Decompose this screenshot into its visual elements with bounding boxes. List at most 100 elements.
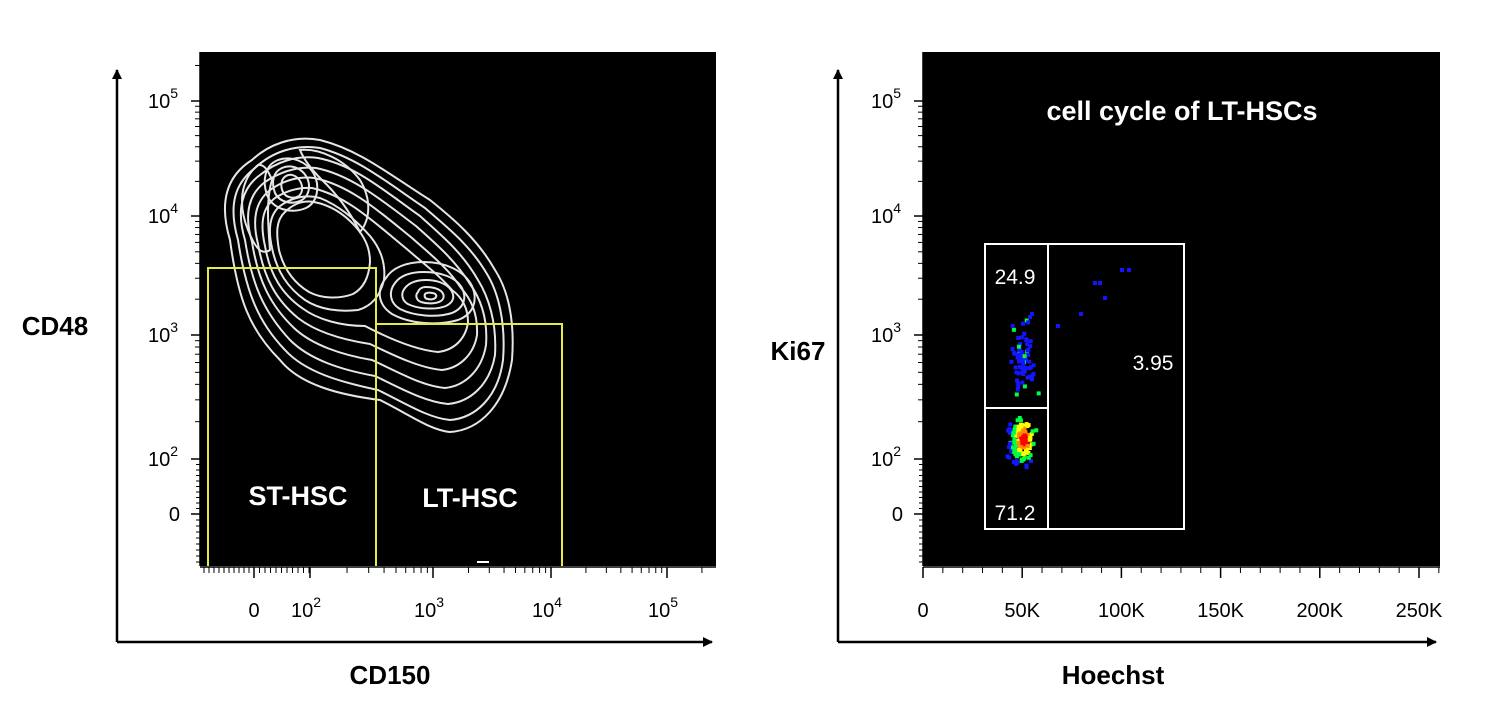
density-dot (1016, 381, 1021, 386)
density-dot (1017, 451, 1022, 456)
density-dot (1022, 384, 1027, 389)
density-dot (1079, 312, 1083, 316)
density-dot (1020, 370, 1025, 375)
contour-level-7 (268, 195, 386, 312)
contour-level-2 (232, 146, 505, 422)
gate-s-g2-m (1047, 243, 1185, 530)
density-dot (1017, 365, 1022, 369)
left-gates (207, 267, 563, 566)
density-dot (1016, 344, 1021, 349)
left-x-tick-label: 105 (648, 594, 678, 622)
gate-percent-g0: 71.2 (995, 502, 1036, 525)
density-dot (1120, 268, 1124, 272)
density-dot (1007, 427, 1012, 432)
density-dot (1007, 445, 1011, 449)
density-dot (1017, 347, 1022, 352)
density-dot (1012, 438, 1017, 443)
density-dot (1022, 331, 1027, 336)
density-dot (1019, 335, 1024, 340)
left-x-axis-title: CD150 (350, 660, 431, 690)
right-y-tick-label: 103 (871, 319, 901, 347)
right-density-points (1005, 268, 1131, 470)
density-dot (1027, 446, 1032, 450)
density-dot (1015, 355, 1020, 360)
gate-percent-s-g2-m: 3.95 (1133, 352, 1174, 375)
density-dot (1034, 428, 1039, 433)
density-dot (1023, 430, 1028, 435)
density-dot (1022, 369, 1027, 374)
density-dot (1011, 431, 1016, 436)
right-plot-title: cell cycle of LT-HSCs (1046, 96, 1317, 126)
right-y-tick-label: 104 (871, 200, 901, 228)
density-dot (1016, 427, 1021, 432)
contour-peak-1 (263, 157, 319, 212)
density-dot (1014, 370, 1019, 375)
density-dot (1014, 392, 1019, 397)
density-dot (1022, 455, 1027, 459)
density-dot (1017, 416, 1022, 420)
density-dot (1021, 361, 1026, 366)
left-y-axis-title: CD48 (22, 311, 88, 341)
right-x-axis: 0 50K 100K 150K 200K 250K (917, 566, 1443, 622)
contour-shoulder-1 (241, 163, 274, 253)
density-dot (1022, 423, 1027, 428)
density-dot (1013, 427, 1017, 431)
left-panel: CD48 CD150 ST-HSC (22, 52, 716, 690)
right-x-tick-label: 100K (1098, 600, 1145, 622)
density-dot (1009, 449, 1014, 454)
contour-lt-4 (415, 285, 445, 305)
right-gates (984, 243, 1185, 530)
contour-lt-5 (423, 291, 438, 301)
density-dot (1028, 315, 1032, 319)
density-dot (1026, 455, 1031, 460)
contour-peak-3 (280, 173, 304, 199)
density-dot (1024, 463, 1029, 468)
left-y-tick-label: 0 (169, 504, 180, 526)
contour-shoulder-2 (298, 148, 370, 234)
right-y-tick-label: 105 (871, 85, 901, 113)
density-dot (1013, 444, 1018, 448)
density-dot (1016, 441, 1021, 445)
density-dot (1027, 359, 1032, 364)
density-dot (1021, 435, 1026, 440)
right-x-tick-label: 50K (1004, 600, 1040, 622)
density-dot (1016, 352, 1021, 357)
density-dot (1027, 374, 1032, 379)
density-dot (1029, 431, 1034, 436)
density-dot (1016, 384, 1021, 389)
density-dot (1021, 428, 1026, 433)
contour-level-1 (223, 137, 514, 434)
right-x-tick-label: 0 (917, 600, 928, 622)
density-dot (1014, 454, 1019, 459)
density-dot (1009, 446, 1014, 451)
density-dot (1018, 355, 1022, 360)
contour-lt-1 (378, 260, 476, 325)
density-dot (1103, 296, 1107, 300)
density-dot (1017, 448, 1022, 453)
density-dot (1012, 351, 1017, 356)
density-dot (1022, 442, 1027, 447)
right-y-tick-label: 102 (871, 443, 901, 471)
density-dot (1030, 377, 1034, 382)
contour-peak-2 (272, 165, 311, 204)
density-dot (1019, 434, 1023, 439)
density-dot (1025, 375, 1030, 380)
density-dot (1024, 358, 1028, 363)
density-dot (1025, 348, 1030, 353)
gate-label-lt-hsc: LT-HSC (422, 483, 518, 513)
density-dot (1031, 363, 1036, 368)
density-dot (1013, 424, 1018, 429)
density-dot (1021, 452, 1026, 457)
contour-lt-3 (401, 278, 455, 310)
density-dot (1017, 437, 1022, 441)
contour-level-3 (239, 156, 497, 406)
density-dot (1007, 430, 1012, 435)
density-dot (1028, 344, 1033, 349)
density-dot (1018, 418, 1023, 423)
density-dot (1024, 449, 1028, 454)
density-dot (1016, 432, 1021, 437)
left-contours (223, 137, 514, 434)
density-dot (1013, 365, 1018, 370)
